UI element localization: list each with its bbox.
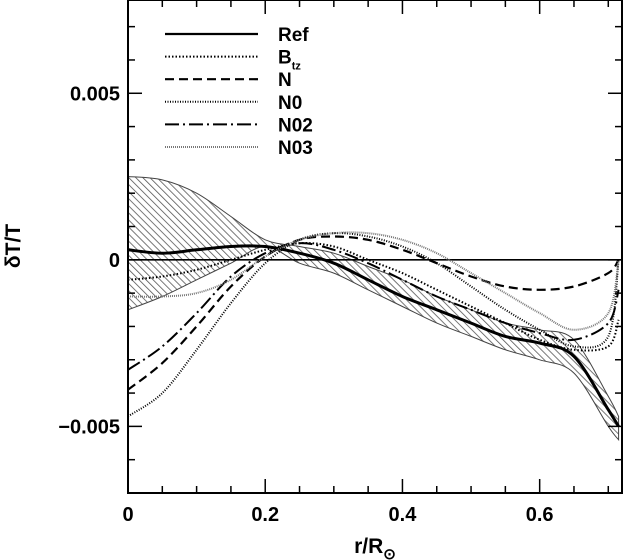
legend-label: N02 <box>278 115 313 136</box>
legend-label: N <box>278 70 292 91</box>
legend-label: N03 <box>278 138 313 159</box>
y-tick-label: 0 <box>109 250 120 272</box>
x-tick-label: 0 <box>122 504 133 526</box>
uncertainty-band-layer <box>128 175 620 442</box>
series-line-n <box>128 235 620 391</box>
legend-label: Btz <box>278 48 301 73</box>
tick-layer: 0 0.2 0.4 0.6 0.005 0 −0.005 <box>58 0 622 526</box>
series-line-n03 <box>128 231 620 331</box>
x-tick-label: 0.2 <box>251 504 279 526</box>
y-axis-label: δT/T <box>2 224 25 268</box>
x-tick-label: 0.6 <box>526 504 554 526</box>
series-line-n02 <box>128 242 620 371</box>
series-layer <box>128 231 620 428</box>
legend-label: Ref <box>278 25 309 46</box>
uncertainty-band <box>128 175 620 442</box>
plot-frame <box>127 0 623 494</box>
x-tick-label: 0.4 <box>389 504 418 526</box>
y-tick-label: −0.005 <box>58 416 120 438</box>
legend-label: N0 <box>278 93 302 114</box>
y-tick-label: 0.005 <box>70 83 120 105</box>
x-axis-label: r/R⊙ <box>354 535 396 560</box>
